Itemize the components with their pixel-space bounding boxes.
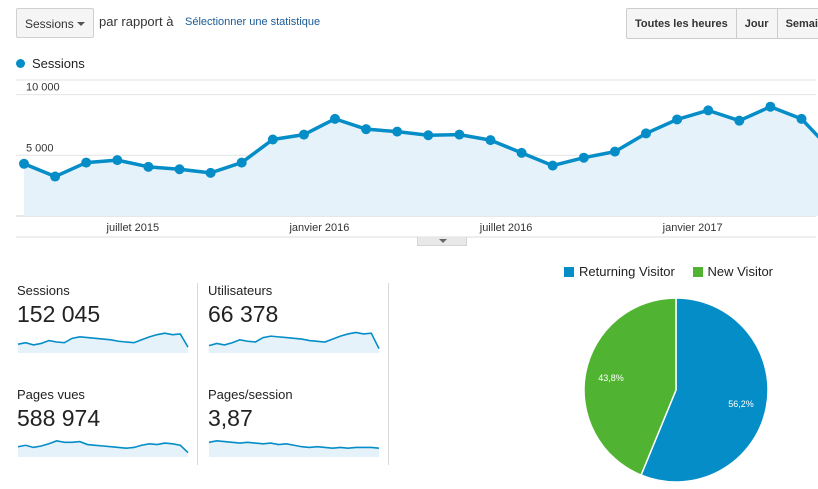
sparkline (208, 331, 380, 353)
data-point[interactable] (50, 171, 61, 182)
data-point[interactable] (112, 155, 123, 166)
metric-value: 3,87 (208, 405, 253, 431)
visitor-type-pie-chart: 56,2% 43,8% (583, 297, 769, 483)
metric-card-pages-per-session: Pages/session 3,87 (208, 387, 388, 467)
data-point[interactable] (547, 160, 558, 171)
metric-label: Pages/session (208, 387, 293, 402)
sparkline-line (208, 440, 380, 450)
data-point[interactable] (423, 130, 434, 141)
legend-label: Returning Visitor (579, 264, 675, 279)
data-point[interactable] (703, 105, 714, 116)
metric-card-users: Utilisateurs 66 378 (208, 283, 388, 363)
metric-card-sessions: Sessions 152 045 (17, 283, 197, 363)
sparkline-line (17, 332, 189, 348)
x-tick-label: juillet 2015 (106, 222, 160, 234)
y-tick-label: 5 000 (26, 142, 54, 154)
sparkline (17, 332, 189, 353)
metric-value: 66 378 (208, 301, 279, 327)
data-point[interactable] (796, 113, 807, 124)
legend-item-new[interactable]: New Visitor (692, 264, 774, 279)
sessions-line-chart: 10 000 5 000 juillet 2015 janvier 2016 juill… (16, 79, 818, 238)
data-point[interactable] (454, 129, 465, 140)
metric-select-label: Sessions (25, 17, 74, 31)
data-point[interactable] (672, 114, 683, 125)
x-tick-label: janvier 2017 (662, 222, 723, 234)
x-tick-label: juillet 2016 (479, 222, 533, 234)
legend-swatch-icon (564, 266, 574, 277)
legend-dot-icon (16, 59, 25, 69)
sparkline-area (209, 440, 379, 457)
data-point[interactable] (267, 134, 278, 145)
chevron-down-icon (77, 22, 85, 26)
collapse-chart-handle[interactable] (417, 237, 467, 246)
sparkline-area (18, 333, 188, 353)
x-tick-label: janvier 2016 (288, 222, 349, 234)
data-point[interactable] (81, 157, 92, 168)
data-point[interactable] (236, 157, 247, 168)
metric-select[interactable]: Sessions (16, 8, 94, 38)
pie-slice-label: 43,8% (598, 373, 624, 383)
y-tick-label: 10 000 (26, 82, 60, 94)
range-hourly-button[interactable]: Toutes les heures (627, 9, 737, 38)
pie-slice-label: 56,2% (728, 399, 754, 409)
legend-item-returning[interactable]: Returning Visitor (564, 264, 675, 279)
metric-value: 152 045 (17, 301, 101, 327)
metric-card-pageviews: Pages vues 588 974 (17, 387, 197, 467)
data-point[interactable] (298, 129, 309, 140)
metric-label: Utilisateurs (208, 283, 273, 298)
data-point[interactable] (361, 124, 372, 135)
data-point[interactable] (19, 158, 29, 169)
legend-swatch-icon (692, 266, 703, 277)
pie-slice[interactable] (583, 297, 677, 477)
sparkline-line (17, 440, 189, 454)
metric-label: Sessions (17, 283, 70, 298)
line-chart-legend: Sessions (16, 56, 85, 71)
compare-label: par rapport à (99, 14, 174, 29)
pie-legend: Returning Visitor New Visitor (564, 264, 787, 279)
data-point[interactable] (205, 167, 216, 178)
sparkline (208, 440, 380, 457)
sparkline-line (208, 331, 380, 349)
metric-label: Pages vues (17, 387, 85, 402)
data-point[interactable] (485, 135, 496, 146)
data-point[interactable] (765, 101, 776, 112)
card-divider (388, 283, 389, 465)
data-point[interactable] (641, 128, 651, 139)
data-point[interactable] (174, 164, 185, 175)
data-point[interactable] (516, 147, 527, 158)
time-range-group: Toutes les heures Jour Semaine (626, 8, 818, 39)
data-point[interactable] (609, 146, 620, 157)
data-point[interactable] (392, 126, 403, 137)
range-week-button[interactable]: Semaine (785, 18, 818, 30)
sparkline (17, 440, 189, 457)
data-point[interactable] (143, 161, 154, 172)
card-divider (197, 283, 198, 465)
metric-value: 588 974 (17, 405, 101, 431)
legend-series-label: Sessions (32, 56, 85, 71)
series-area (24, 106, 818, 216)
range-day-button[interactable]: Jour (737, 9, 778, 38)
data-point[interactable] (734, 115, 745, 126)
data-point[interactable] (330, 113, 340, 124)
pie-slice[interactable] (640, 297, 769, 483)
sparkline-area (209, 332, 379, 353)
select-stat-link[interactable]: Sélectionner une statistique (185, 16, 321, 28)
data-point[interactable] (578, 152, 589, 163)
legend-label: New Visitor (707, 264, 774, 279)
